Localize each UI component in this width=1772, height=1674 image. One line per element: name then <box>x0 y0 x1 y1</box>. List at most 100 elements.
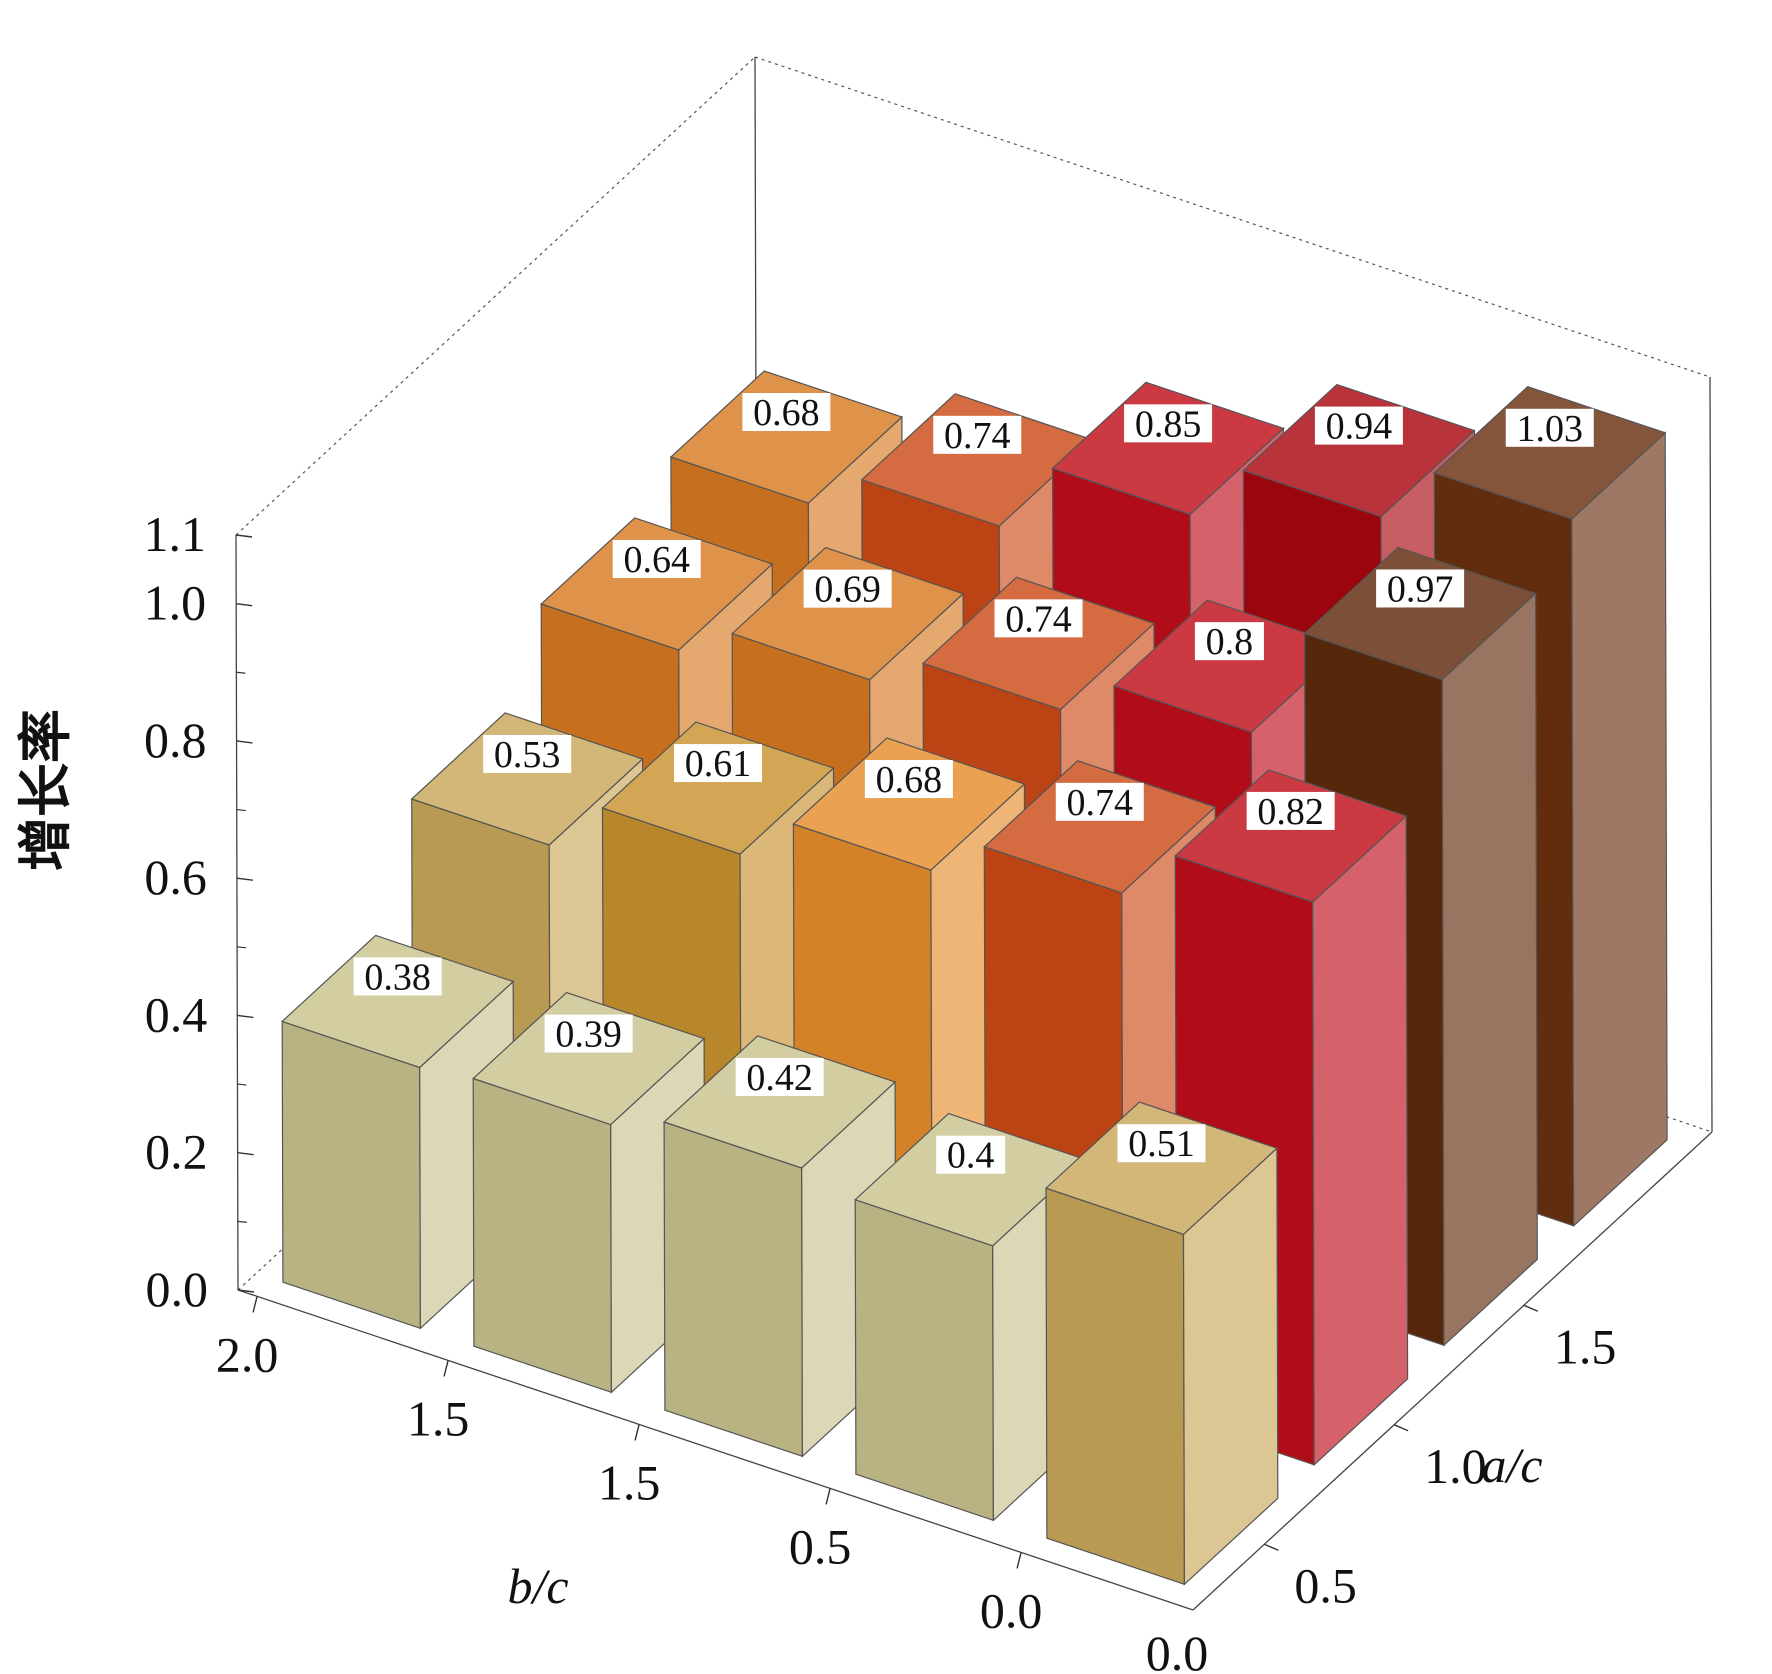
data-label-bg <box>1055 782 1144 821</box>
data-label-bg <box>483 734 572 773</box>
y-minor-tick <box>236 671 246 674</box>
bar-front-face <box>854 1198 995 1522</box>
data-label: 0.4 <box>947 1135 995 1177</box>
bar-top-face <box>1044 1101 1279 1235</box>
data-label-bg <box>1117 1124 1206 1163</box>
data-label-bg <box>936 1135 1006 1174</box>
bar-front-face <box>281 1020 422 1330</box>
data-label-bg <box>1194 622 1264 661</box>
a-tick <box>1393 1424 1409 1432</box>
bar-top-face <box>731 546 965 681</box>
y-minor-tick <box>237 946 247 949</box>
data-label: 0.85 <box>1135 403 1202 445</box>
y-tick-label: 0.2 <box>145 1124 208 1180</box>
data-label-bg <box>1505 408 1594 447</box>
data-label-bg <box>933 415 1022 454</box>
y-tick-label: 0.6 <box>144 849 207 905</box>
frame-edge <box>1709 376 1713 1133</box>
y-tick <box>236 877 253 881</box>
frame-edge <box>237 1289 1194 1611</box>
b-tick-label: 1.5 <box>598 1454 661 1510</box>
bar-top-face <box>1433 386 1667 520</box>
y-axis-title: 增长率 <box>14 709 77 871</box>
data-label: 0.53 <box>494 734 561 776</box>
data-label-bg <box>544 1014 633 1053</box>
frame-edge <box>1192 1131 1713 1611</box>
y-tick <box>237 1152 254 1156</box>
bar-top-face <box>662 1035 897 1169</box>
data-label: 0.39 <box>555 1014 622 1056</box>
b-tick-label: 0.0 <box>980 1582 1043 1638</box>
bars: 0.68 0.74 0.85 0.94 1.03 0.64 0.69 0.74 0.8 0.97 0… <box>281 370 1668 1586</box>
a-tick <box>1264 1543 1279 1551</box>
b-tick <box>825 1488 831 1505</box>
data-label: 0.94 <box>1326 406 1393 448</box>
bar-top-face <box>540 517 774 651</box>
data-label: 0.68 <box>876 759 943 801</box>
data-label-bg <box>1314 406 1403 445</box>
data-label: 0.64 <box>623 539 690 581</box>
a-tick <box>1523 1304 1539 1312</box>
data-label: 0.69 <box>814 569 881 611</box>
bar-top-face <box>921 576 1156 711</box>
b-tick-label: 0.5 <box>789 1518 852 1574</box>
data-label-bg <box>612 539 701 578</box>
bar-top-face <box>1051 381 1285 516</box>
frame-edge <box>754 56 1711 378</box>
bar-top-face <box>410 712 644 846</box>
y-tick <box>236 740 253 744</box>
b-tick <box>1016 1552 1022 1569</box>
data-label: 0.42 <box>746 1057 813 1099</box>
a-tick-label: 0.5 <box>1294 1557 1357 1613</box>
bar-top-face <box>472 991 706 1126</box>
y-tick-label: 1.1 <box>144 506 207 562</box>
data-label-bg <box>742 393 831 432</box>
data-label-bg <box>994 599 1083 638</box>
bar-top-face <box>1303 546 1537 681</box>
data-label-bg <box>735 1057 824 1096</box>
bar: 0.51 <box>1044 1101 1279 1586</box>
bar-top-face <box>792 737 1026 871</box>
data-label: 0.82 <box>1257 791 1324 833</box>
b-tick <box>252 1296 258 1313</box>
bar-side-face <box>1312 814 1409 1467</box>
b-tick <box>443 1360 449 1377</box>
data-label-bg <box>1376 569 1465 608</box>
y-tick-label: 0.0 <box>146 1261 209 1317</box>
y-tick <box>236 602 253 607</box>
data-label: 0.38 <box>364 956 431 998</box>
bar: 0.39 <box>472 991 706 1394</box>
data-label-bg <box>803 569 892 608</box>
a-tick-label: 1.5 <box>1554 1318 1617 1374</box>
bar-top-face <box>1174 769 1408 903</box>
y-tick-label: 1.0 <box>144 575 207 631</box>
data-label-bg <box>353 957 442 996</box>
data-label: 0.97 <box>1387 568 1454 610</box>
y-minor-tick <box>237 1083 247 1086</box>
bar-side-face <box>1441 592 1538 1347</box>
y-tick-label: 0.8 <box>144 712 207 768</box>
bar-front-face <box>663 1121 804 1458</box>
b-tick-label: 2.0 <box>216 1326 279 1382</box>
y-minor-tick <box>236 808 246 812</box>
bar-top-face <box>601 721 835 855</box>
frame-edge <box>235 56 756 536</box>
data-label: 1.03 <box>1517 408 1584 450</box>
bar-front-face <box>1045 1187 1186 1586</box>
data-label: 0.74 <box>1067 782 1134 824</box>
bar-top-face <box>281 934 515 1069</box>
data-label: 0.61 <box>685 743 752 785</box>
y-tick <box>235 534 253 538</box>
y-tick-label: 0.4 <box>145 986 208 1042</box>
a-tick-label: 1.0 <box>1424 1438 1487 1494</box>
z-axis-title: a/c <box>1481 1437 1542 1493</box>
bar-front-face <box>472 1077 613 1394</box>
data-label-bg <box>864 760 953 799</box>
y-minor-tick <box>237 1220 247 1223</box>
b-tick-label: 1.5 <box>407 1390 470 1446</box>
data-label: 0.8 <box>1206 621 1254 663</box>
data-label-bg <box>674 744 763 783</box>
data-label: 0.68 <box>753 392 820 434</box>
data-label-bg <box>1124 404 1213 443</box>
